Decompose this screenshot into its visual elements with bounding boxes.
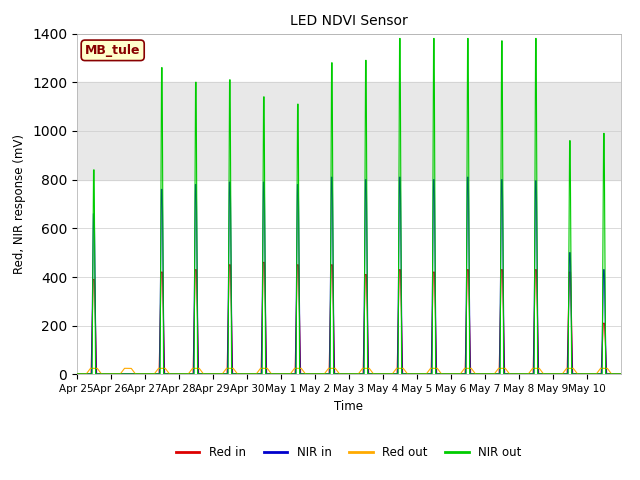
Bar: [77, 82, 621, 180]
X-axis label: Time: Time: [334, 400, 364, 413]
Legend: Red in, NIR in, Red out, NIR out: Red in, NIR in, Red out, NIR out: [171, 442, 527, 464]
Y-axis label: Red, NIR response (mV): Red, NIR response (mV): [13, 134, 26, 274]
Text: MB_tule: MB_tule: [85, 44, 140, 57]
Title: LED NDVI Sensor: LED NDVI Sensor: [290, 14, 408, 28]
